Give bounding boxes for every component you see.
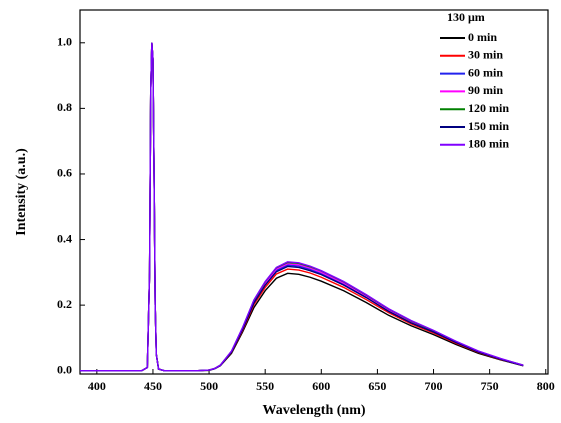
y-tick-label: 0.8 xyxy=(57,100,72,114)
legend-label: 90 min xyxy=(468,83,503,97)
legend-label: 180 min xyxy=(468,137,509,151)
y-tick-label: 0.2 xyxy=(57,297,72,311)
legend-label: 120 min xyxy=(468,101,509,115)
y-tick-label: 0.0 xyxy=(57,362,72,376)
x-axis-title: Wavelength (nm) xyxy=(262,403,365,418)
x-tick-label: 750 xyxy=(481,379,499,393)
x-tick-label: 600 xyxy=(312,379,330,393)
x-tick-label: 550 xyxy=(256,379,274,393)
legend-label: 30 min xyxy=(468,48,503,62)
y-tick-label: 0.6 xyxy=(57,166,72,180)
legend-label: 150 min xyxy=(468,119,509,133)
x-tick-label: 400 xyxy=(88,379,106,393)
plot-frame xyxy=(79,9,549,375)
legend-label: 0 min xyxy=(468,30,497,44)
x-tick-label: 450 xyxy=(144,379,162,393)
legend-label: 60 min xyxy=(468,65,503,79)
legend-title: 130 μm xyxy=(447,10,485,24)
series-line xyxy=(80,42,524,372)
x-tick-label: 800 xyxy=(537,379,555,393)
y-tick-label: 0.4 xyxy=(57,231,72,245)
y-axis-title: Intensity (a.u.) xyxy=(14,148,29,236)
x-tick-label: 650 xyxy=(368,379,386,393)
x-tick-label: 700 xyxy=(425,379,443,393)
y-tick-label: 1.0 xyxy=(57,35,72,49)
x-tick-label: 500 xyxy=(200,379,218,393)
